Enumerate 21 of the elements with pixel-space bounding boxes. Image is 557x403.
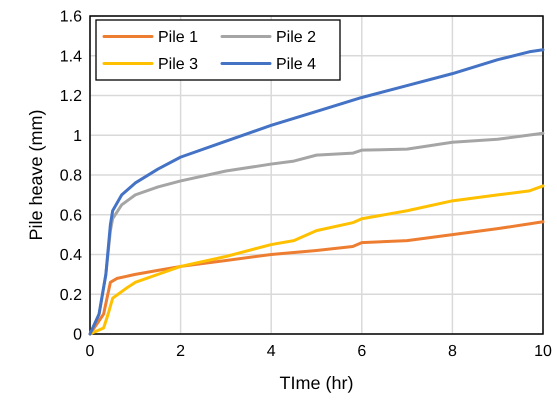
y-tick-label: 1.2 [60,88,82,106]
x-tick-label: 10 [534,343,552,360]
x-tick-label: 2 [176,343,186,360]
y-tick-label: 1.4 [60,48,82,66]
x-tick-label: 4 [266,343,276,360]
legend-label: Pile 3 [158,56,198,74]
x-tick-label: 6 [357,343,366,360]
y-tick-label: 0 [73,326,82,344]
x-axis-title: TIme (hr) [280,373,354,393]
legend-label: Pile 4 [276,56,316,74]
x-tick-label: 0 [86,343,95,360]
legend-label: Pile 1 [158,29,198,46]
legend-label: Pile 2 [276,29,316,46]
y-tick-label: 1.6 [60,8,82,26]
y-tick-label: 0.2 [60,286,82,304]
y-tick-label: 1 [73,128,82,145]
y-tick-label: 0.4 [60,247,82,264]
y-tick-label: 0.6 [60,207,82,224]
x-tick-label: 8 [448,343,457,360]
y-tick-label: 0.8 [60,168,82,185]
y-axis-title: Pile heave (mm) [26,109,46,241]
